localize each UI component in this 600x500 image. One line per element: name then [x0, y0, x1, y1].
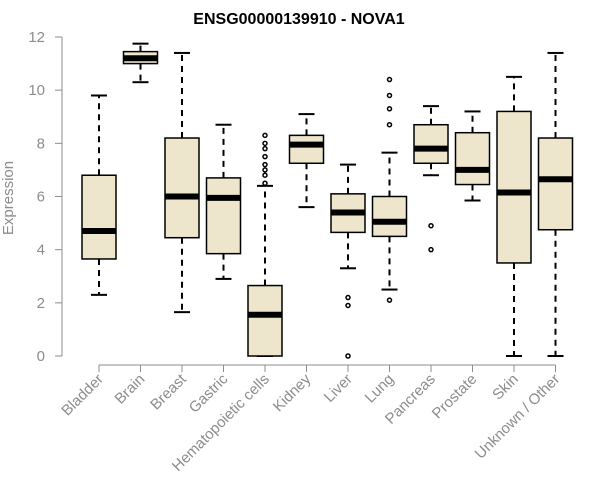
box-pancreas — [413, 105, 449, 253]
x-tick-label: Breast — [147, 370, 190, 413]
y-tick-label: 2 — [37, 295, 45, 312]
box-liver — [330, 163, 366, 359]
outlier-point — [428, 246, 434, 253]
y-axis: 0 2 4 6 8 10 12 — [28, 29, 63, 365]
x-tick-label: Lung — [362, 371, 398, 407]
box-kidney — [288, 113, 325, 209]
chart-title: ENSG00000139910 - NOVA1 — [193, 11, 404, 28]
y-tick-label: 6 — [37, 189, 45, 206]
outlier-point — [262, 161, 268, 168]
x-tick-label: Skin — [489, 371, 522, 404]
box-bladder — [81, 94, 117, 296]
box-unknown-other — [537, 51, 574, 357]
box-series — [81, 42, 574, 359]
outlier-point — [345, 294, 351, 301]
y-tick-label: 8 — [37, 135, 45, 152]
outlier-point — [386, 121, 393, 128]
iqr-box — [454, 131, 491, 186]
iqr-box — [288, 134, 325, 165]
y-tick-label: 10 — [28, 82, 45, 99]
y-axis-label: Expression — [0, 161, 17, 235]
outlier-point — [386, 92, 393, 99]
outlier-point — [386, 297, 393, 303]
x-tick-label: Brain — [112, 371, 149, 408]
box-skin — [496, 75, 532, 357]
outlier-point — [262, 172, 268, 178]
iqr-box — [371, 195, 408, 238]
box-prostate — [454, 110, 491, 202]
outlier-point — [262, 180, 268, 186]
box-lung — [371, 76, 408, 303]
iqr-box — [413, 123, 449, 165]
y-tick-label: 12 — [28, 29, 45, 46]
box-brain — [122, 42, 159, 84]
outlier-point — [386, 106, 393, 112]
iqr-box — [164, 137, 200, 239]
outlier-point — [262, 132, 268, 139]
outlier-point — [262, 167, 268, 173]
y-tick-label: 0 — [37, 348, 45, 365]
x-tick-label: Kidney — [270, 370, 315, 415]
y-tick-label: 4 — [37, 242, 45, 259]
x-tick-label: Prostate — [429, 371, 481, 423]
iqr-box — [81, 174, 117, 260]
x-tick-label: Liver — [321, 371, 356, 406]
outlier-point — [428, 222, 434, 229]
iqr-box — [496, 110, 532, 264]
outlier-point — [262, 153, 268, 160]
outlier-point — [262, 145, 268, 152]
iqr-box — [205, 177, 242, 255]
box-breast — [164, 51, 200, 314]
iqr-box — [537, 137, 574, 231]
box-hematopoietic-cells — [247, 132, 283, 357]
x-tick-label: Bladder — [58, 371, 107, 420]
outlier-point — [386, 76, 393, 83]
box-gastric — [205, 123, 242, 280]
iqr-box — [247, 284, 283, 357]
outlier-point — [345, 353, 351, 359]
outlier-point — [345, 302, 351, 309]
outlier-point — [262, 140, 268, 147]
